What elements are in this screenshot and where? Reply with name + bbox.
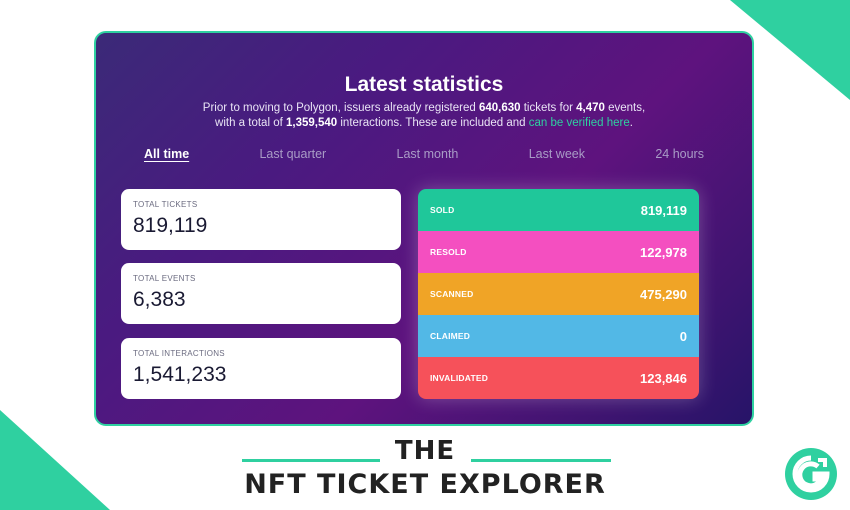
- breakdown-value: 0: [679, 328, 687, 344]
- card-value: 819,119: [133, 214, 208, 237]
- card-label: TOTAL INTERACTIONS: [133, 349, 225, 358]
- headline-the: THE: [394, 436, 456, 466]
- headline-divider-right: [471, 459, 611, 462]
- g-logo-icon-svg: [792, 455, 830, 493]
- page-title: Latest statistics: [344, 73, 504, 96]
- tab-last-month[interactable]: Last month: [396, 147, 459, 161]
- total-tickets-card: TOTAL TICKETS 819,119: [121, 189, 401, 250]
- subtitle-text: Prior to moving to Polygon, issuers alre…: [202, 102, 479, 114]
- subtitle-interactions-count: 1,359,540: [286, 117, 338, 129]
- tab-all-time[interactable]: All time: [144, 147, 190, 161]
- breakdown-label: SOLD: [430, 205, 455, 215]
- subtitle-events-count: 4,470: [576, 102, 605, 114]
- subtitle-tickets-count: 640,630: [478, 102, 521, 114]
- card-value: 6,383: [133, 288, 186, 311]
- subtitle-text: events,: [604, 102, 646, 114]
- ticket-breakdown-list: SOLD 819,119 RESOLD 122,978 SCANNED 475,…: [418, 189, 699, 399]
- subtitle-text: .: [629, 117, 633, 129]
- breakdown-value: 123,846: [640, 370, 687, 386]
- breakdown-value: 475,290: [640, 286, 687, 302]
- breakdown-label: CLAIMED: [430, 331, 471, 341]
- card-label: TOTAL TICKETS: [133, 200, 198, 209]
- breakdown-label: RESOLD: [430, 247, 467, 257]
- time-range-tabs: All time Last quarter Last month Last we…: [144, 147, 704, 167]
- verify-link[interactable]: can be verified here: [528, 117, 630, 129]
- subtitle-text: with a total of: [215, 117, 286, 129]
- breakdown-label: SCANNED: [430, 289, 474, 299]
- breakdown-row-resold: RESOLD 122,978: [418, 231, 699, 273]
- tab-last-week[interactable]: Last week: [528, 147, 585, 161]
- breakdown-label: INVALIDATED: [430, 373, 489, 383]
- subtitle: Prior to moving to Polygon, issuers alre…: [96, 101, 752, 131]
- subtitle-text: interactions. These are included and: [337, 117, 529, 129]
- total-interactions-card: TOTAL INTERACTIONS 1,541,233: [121, 338, 401, 399]
- tab-24-hours[interactable]: 24 hours: [655, 147, 704, 161]
- subtitle-text: tickets for: [520, 102, 577, 114]
- headline-divider-left: [242, 459, 380, 462]
- breakdown-row-invalidated: INVALIDATED 123,846: [418, 357, 699, 399]
- total-events-card: TOTAL EVENTS 6,383: [121, 263, 401, 324]
- breakdown-value: 122,978: [640, 244, 687, 260]
- tab-last-quarter[interactable]: Last quarter: [259, 147, 327, 161]
- card-value: 1,541,233: [133, 363, 227, 386]
- card-label: TOTAL EVENTS: [133, 274, 196, 283]
- breakdown-row-sold: SOLD 819,119: [418, 189, 699, 231]
- breakdown-row-claimed: CLAIMED 0: [418, 315, 699, 357]
- statistics-panel: Latest statistics Prior to moving to Pol…: [94, 31, 754, 426]
- breakdown-value: 819,119: [640, 202, 687, 218]
- g-logo-icon: [785, 448, 837, 500]
- breakdown-row-scanned: SCANNED 475,290: [418, 273, 699, 315]
- headline-title: NFT TICKET EXPLORER: [244, 469, 606, 500]
